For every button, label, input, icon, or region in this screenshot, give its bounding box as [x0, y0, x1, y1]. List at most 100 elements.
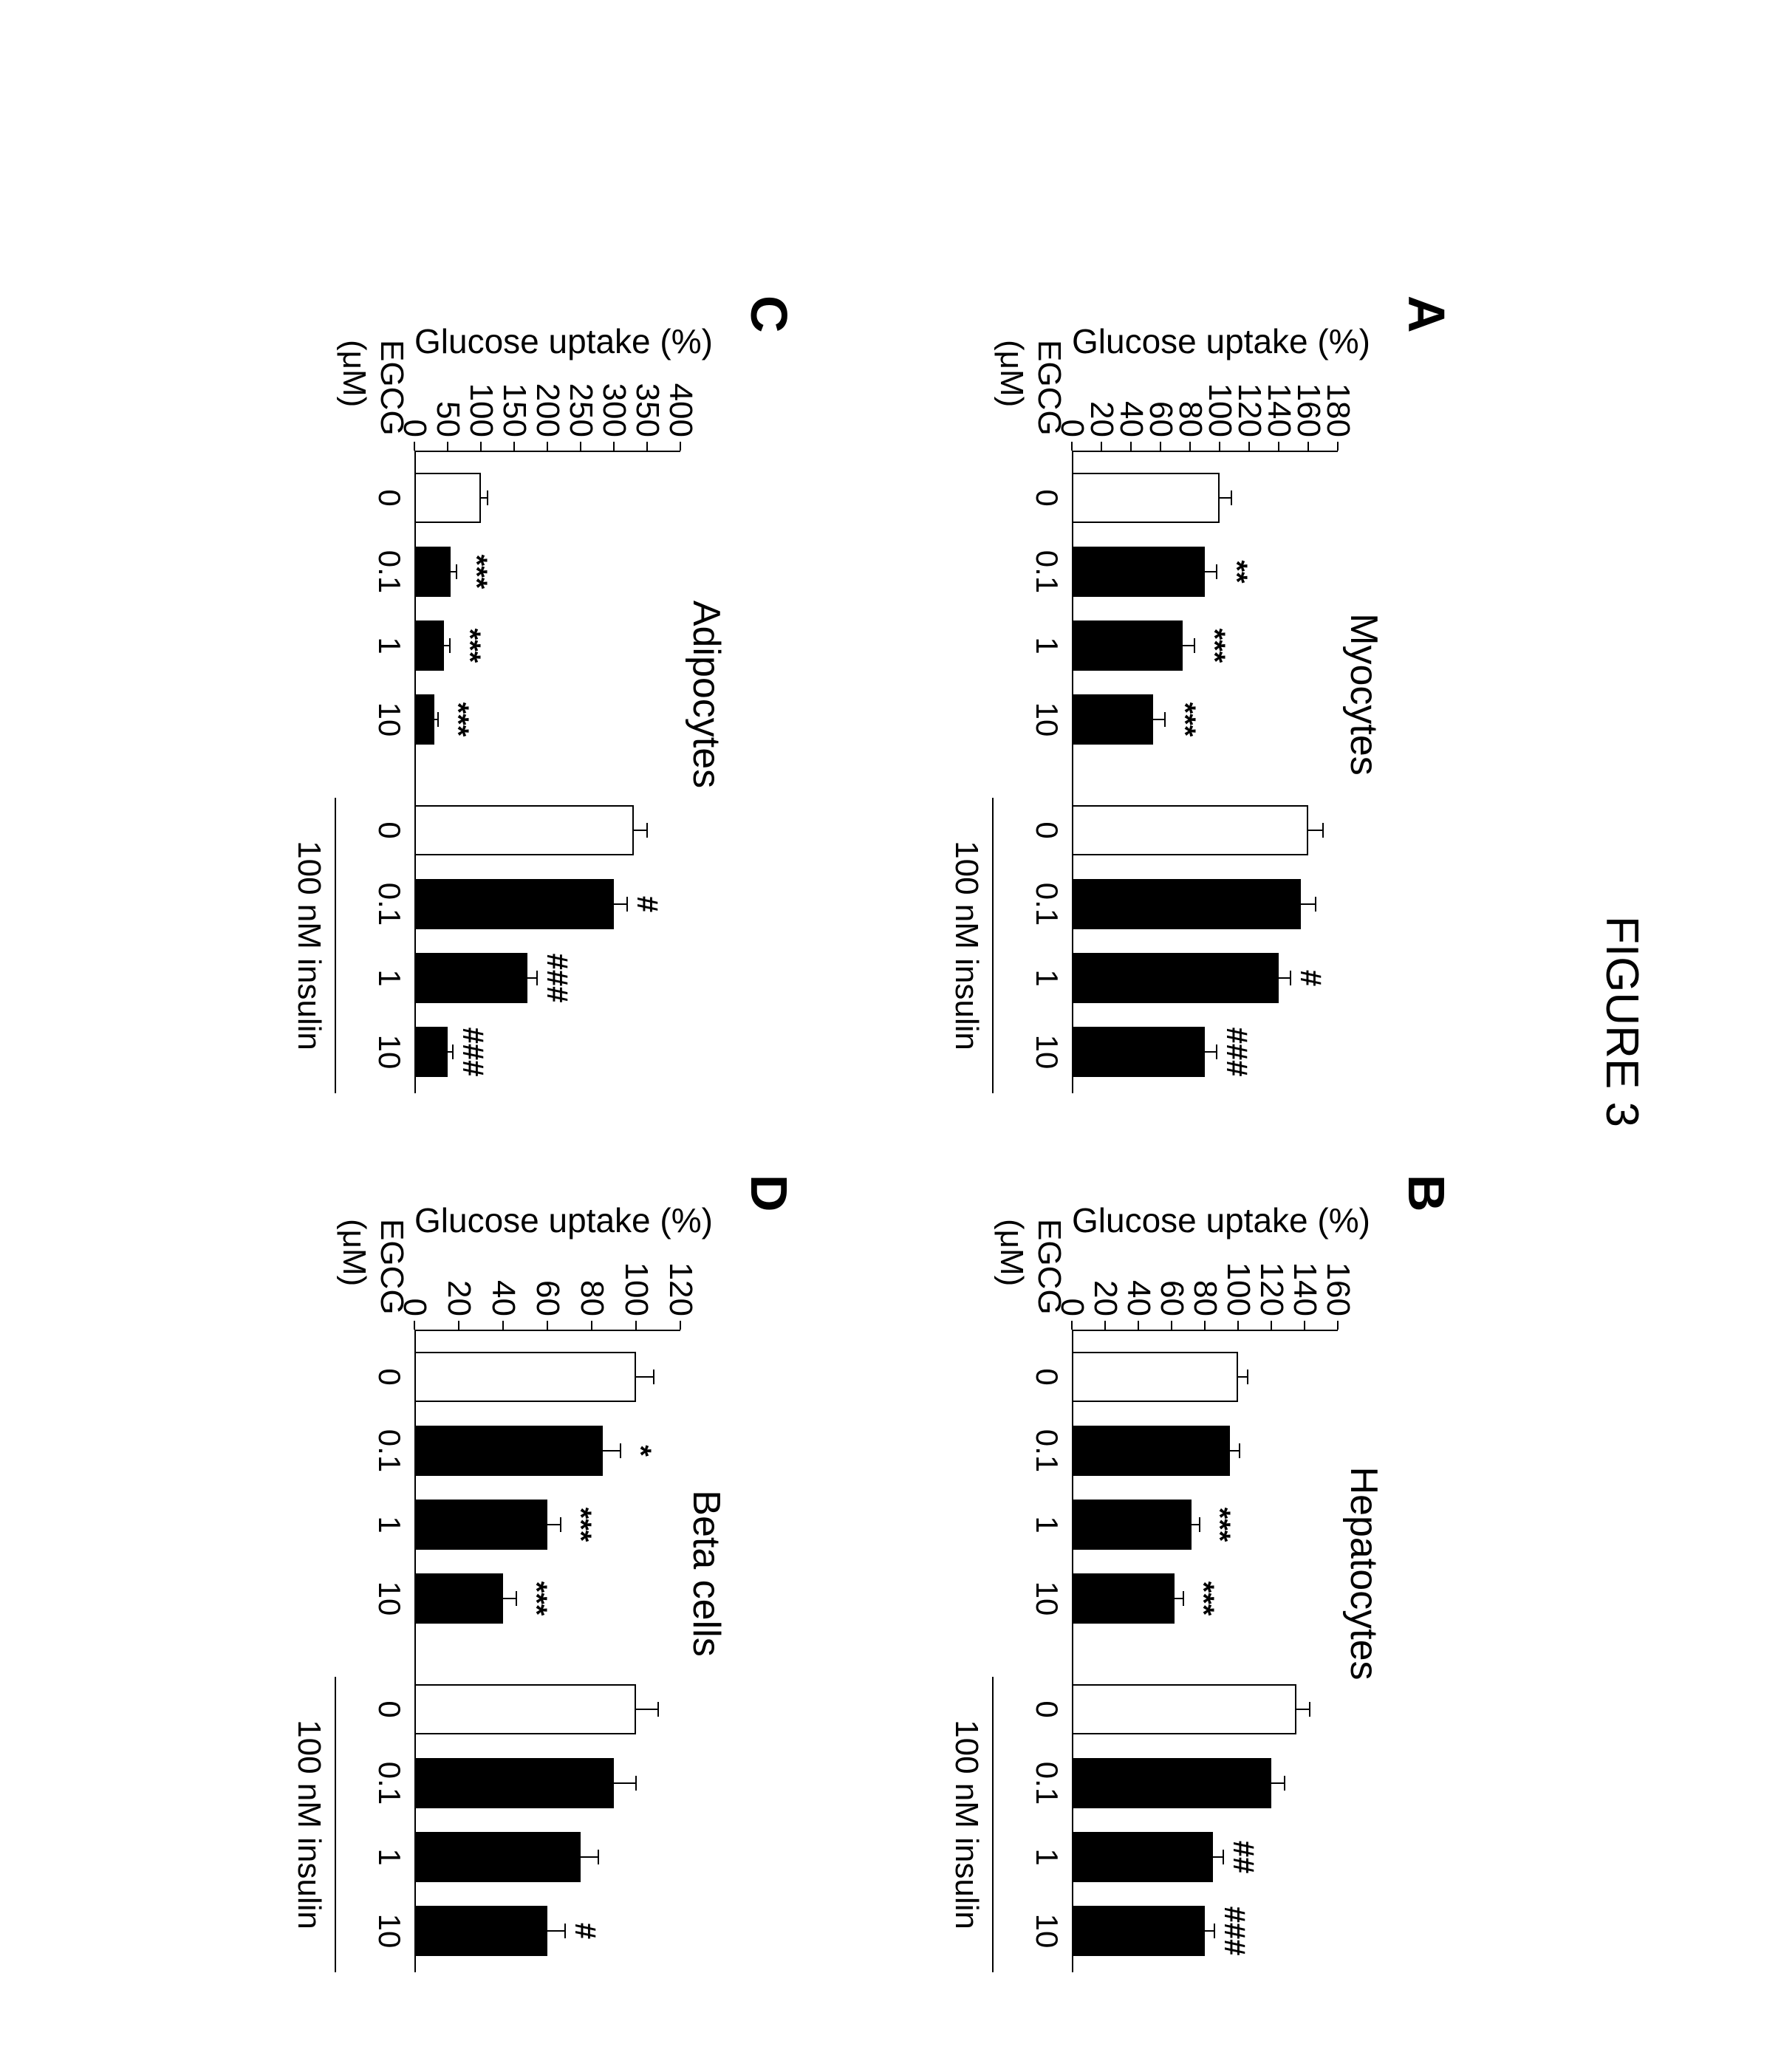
- error-cap: [657, 1702, 659, 1717]
- error-bar: [634, 830, 647, 831]
- bar: [414, 1684, 636, 1734]
- error-bar: [1238, 1376, 1248, 1378]
- error-cap: [449, 638, 451, 653]
- ytick-label: 250: [562, 383, 599, 437]
- error-cap: [626, 897, 628, 912]
- xtick-label: 0.1: [1029, 1762, 1064, 1805]
- ytick-label: 40: [485, 1280, 522, 1316]
- error-cap: [1248, 1370, 1249, 1384]
- bar: [414, 1906, 547, 1956]
- xtick-label: 10: [1029, 1914, 1064, 1949]
- error-cap: [1239, 1443, 1240, 1458]
- xtick-label: 1: [372, 969, 407, 986]
- xtick-label: 1: [372, 637, 407, 654]
- significance-marker: ***: [459, 555, 493, 589]
- ytick-label: 100: [618, 1262, 654, 1316]
- panel-hepatocytes: B Hepatocytes Glucose uptake (%) 0204060…: [946, 1167, 1463, 1980]
- error-cap: [1290, 971, 1291, 985]
- ytick: [1171, 1321, 1172, 1330]
- insulin-label-c: 100 nM insulin: [290, 841, 327, 1050]
- bar: [1072, 1832, 1213, 1882]
- ytick-label: 120: [662, 1262, 699, 1316]
- error-cap: [1231, 490, 1232, 505]
- significance-marker: #: [1293, 970, 1327, 986]
- error-bar: [1183, 645, 1194, 646]
- egcg-unit: (μM): [994, 1219, 1030, 1286]
- xtick-label: 0.1: [372, 1762, 407, 1805]
- error-bar: [1220, 497, 1231, 499]
- xtick-label: 0.1: [1029, 1429, 1064, 1472]
- egcg-label: EGCG: [1031, 340, 1067, 436]
- error-cap: [1194, 638, 1195, 653]
- bar: [414, 1573, 503, 1624]
- error-bar: [1205, 1051, 1217, 1053]
- ytick-label: 50: [429, 401, 466, 437]
- error-bar: [636, 1709, 658, 1710]
- significance-marker: ***: [519, 1582, 553, 1616]
- ytick: [1204, 1321, 1206, 1330]
- ytick: [680, 1321, 681, 1330]
- significance-marker: ***: [1186, 1582, 1220, 1616]
- error-bar: [1296, 1709, 1310, 1710]
- error-bar: [636, 1376, 654, 1378]
- bar: [414, 1758, 614, 1808]
- xtick-label: 10: [372, 1582, 407, 1616]
- xtick-label: 0: [372, 821, 407, 838]
- xtick-label: 1: [1029, 1516, 1064, 1533]
- insulin-label-d: 100 nM insulin: [290, 1720, 327, 1929]
- error-cap: [564, 1924, 566, 1938]
- insulin-line-d: [335, 1677, 336, 1972]
- error-bar: [1205, 571, 1217, 572]
- panel-adipocytes: C Adipocytes Glucose uptake (%) 05010015…: [289, 288, 806, 1101]
- xtick-label: 0: [1029, 1368, 1064, 1385]
- egcg-unit: (μM): [336, 1219, 372, 1286]
- insulin-label-a: 100 nM insulin: [948, 841, 985, 1050]
- error-cap: [598, 1850, 599, 1864]
- ytick-label: 200: [529, 383, 566, 437]
- ytick-label: 80: [1186, 1280, 1223, 1316]
- bar: [414, 805, 634, 855]
- xaxis-label-c: EGCG (μM): [335, 340, 410, 436]
- significance-marker: ***: [1203, 1508, 1236, 1542]
- error-bar: [1271, 1782, 1285, 1784]
- error-cap: [1199, 1517, 1200, 1532]
- error-bar: [1279, 977, 1291, 979]
- xtick-label: 0: [1029, 489, 1064, 506]
- xaxis-label-a: EGCG (μM): [993, 340, 1067, 436]
- insulin-label-b: 100 nM insulin: [948, 1720, 985, 1929]
- error-cap: [646, 823, 648, 838]
- bar: [414, 1832, 581, 1882]
- panel-myocytes: A Myocytes Glucose uptake (%) 0204060801…: [946, 288, 1463, 1101]
- bar: [414, 879, 614, 929]
- ytick-label: 80: [573, 1280, 610, 1316]
- bar: [414, 547, 451, 597]
- error-cap: [1223, 1850, 1224, 1864]
- bar: [1072, 953, 1279, 1003]
- significance-marker: ***: [1197, 629, 1231, 663]
- error-bar: [614, 903, 627, 905]
- xtick-label: 0.1: [372, 883, 407, 926]
- xtick-label: 1: [372, 1848, 407, 1865]
- error-cap: [456, 564, 457, 579]
- ytick: [591, 1321, 592, 1330]
- error-bar: [1301, 903, 1316, 905]
- ytick: [1278, 442, 1279, 451]
- significance-marker: ##: [1226, 1841, 1259, 1874]
- xtick-label: 0.1: [372, 1429, 407, 1472]
- xtick-label: 1: [1029, 1848, 1064, 1865]
- bar: [1072, 1684, 1296, 1734]
- ytick: [1130, 442, 1132, 451]
- panel-letter-d: D: [739, 1175, 799, 1212]
- ytick-label: 150: [496, 383, 533, 437]
- bar: [1072, 1906, 1205, 1956]
- panel-letter-a: A: [1397, 295, 1456, 333]
- bar: [1072, 1500, 1192, 1550]
- xaxis-label-b: EGCG (μM): [993, 1219, 1067, 1315]
- xtick-label: 0.1: [1029, 883, 1064, 926]
- plot-c: 0501001502002503003504000***0.1***1***10…: [414, 451, 680, 1093]
- significance-marker: ###: [1220, 1028, 1253, 1077]
- error-cap: [1284, 1776, 1285, 1791]
- xtick-label: 10: [372, 702, 407, 737]
- ytick: [502, 1321, 504, 1330]
- error-bar: [1230, 1450, 1240, 1452]
